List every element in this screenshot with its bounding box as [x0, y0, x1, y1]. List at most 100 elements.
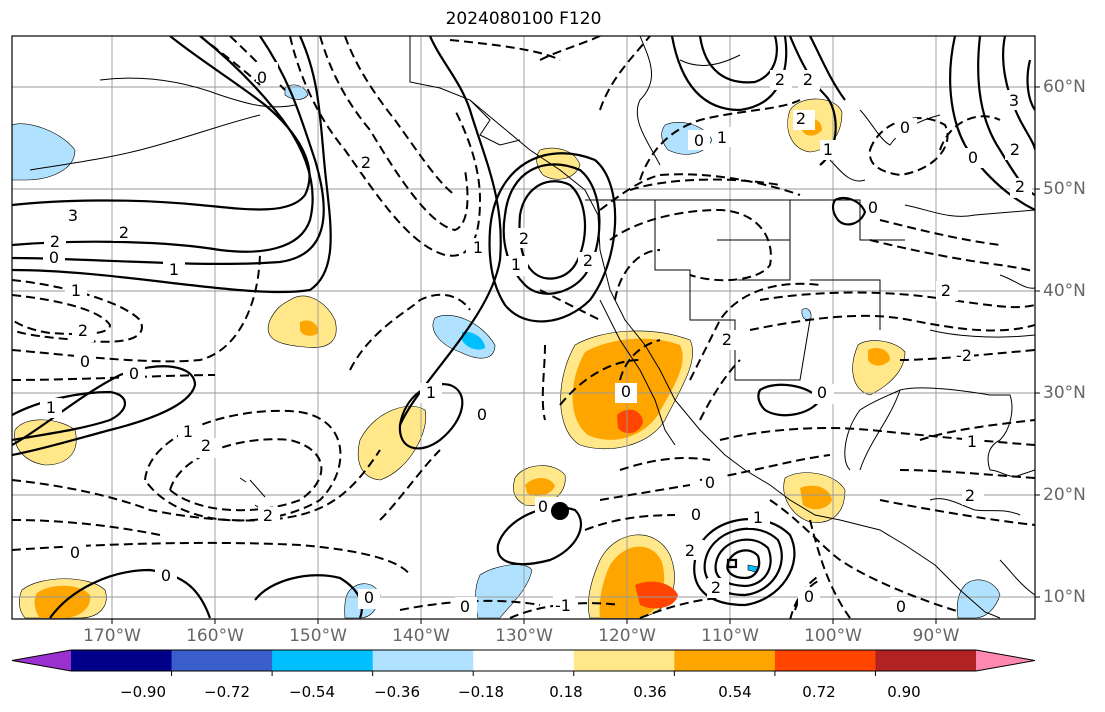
contour-label: 1: [717, 128, 727, 147]
colorbar-extend-low: [12, 650, 71, 671]
contour-label: 1: [183, 422, 193, 441]
lat-label-60n: 60°N: [1043, 77, 1086, 97]
colorbar-extend-high: [976, 650, 1035, 671]
anomaly-fill: [801, 308, 812, 320]
contour-label: 0: [705, 473, 715, 492]
contour-label: 2: [941, 281, 951, 300]
lon-label-170w: 170°W: [83, 626, 141, 646]
lon-label-100w: 100°W: [804, 626, 862, 646]
contour-label: 3: [68, 206, 78, 225]
contour-label: 2: [775, 70, 785, 89]
lat-label-20n: 20°N: [1043, 485, 1086, 505]
contour-label: 1: [426, 383, 436, 402]
contour-label: 1: [71, 281, 81, 300]
colorbar-tick-label: 0.36: [633, 683, 667, 701]
colorbar-segment: [71, 650, 173, 671]
anomaly-fill: [300, 320, 319, 336]
colorbar-segment: [573, 650, 675, 671]
contour-label: 0: [621, 382, 631, 401]
contour-label: 0: [896, 597, 906, 616]
contour-label: 1: [169, 260, 179, 279]
colorbar-tick-label: −0.54: [289, 683, 335, 701]
anomaly-fill: [462, 331, 485, 350]
contour-label: 2: [263, 506, 273, 525]
contour-label: 2: [796, 109, 806, 128]
colorbar-segment: [171, 650, 273, 671]
contour-label: 2: [685, 541, 695, 560]
anomaly-fill: [635, 581, 678, 609]
lat-label-40n: 40°N: [1043, 281, 1086, 301]
lat-label-10n: 10°N: [1043, 587, 1086, 607]
anomaly-fill: [525, 477, 555, 496]
lon-label-150w: 150°W: [289, 626, 347, 646]
lon-label-130w: 130°W: [495, 626, 553, 646]
contour-label: 1: [511, 255, 521, 274]
colorbar-tick-label: 0.72: [802, 683, 836, 701]
contour-label: 2: [803, 70, 813, 89]
contour-label: -1: [555, 596, 571, 615]
anomaly-fill: [852, 340, 906, 396]
contour-label: 0: [70, 543, 80, 562]
colorbar-tick-label: −0.36: [374, 683, 420, 701]
contour-label: 2: [50, 232, 60, 251]
lat-label-50n: 50°N: [1043, 179, 1086, 199]
colorbar: [11, 649, 1036, 676]
contour-label: 2: [965, 486, 975, 505]
lon-label-120w: 120°W: [598, 626, 656, 646]
contour-label: 1: [967, 432, 977, 451]
contour-label: -2: [956, 346, 972, 365]
anomaly-fill: [475, 564, 533, 619]
contour-label: 0: [49, 248, 59, 267]
axis-ticks: [111, 86, 1040, 624]
lat-label-30n: 30°N: [1043, 383, 1086, 403]
contour-label: 1: [46, 398, 56, 417]
contour-label: 0: [364, 588, 374, 607]
contour-label: 0: [538, 497, 548, 516]
lon-label-160w: 160°W: [186, 626, 244, 646]
anomaly-fill: [617, 409, 643, 434]
map-title: 2024080100 F120: [445, 9, 602, 29]
colorbar-tick-label: −0.18: [458, 683, 504, 701]
contour-label: 2: [201, 436, 211, 455]
colorbar-outline: [11, 649, 1036, 672]
contour-label: 0: [80, 352, 90, 371]
contour-label: 2: [583, 251, 593, 270]
anomaly-fill: [12, 123, 76, 181]
contour-label: 0: [460, 597, 470, 616]
contour-label: 2: [119, 223, 129, 242]
contour-label: 2: [519, 229, 529, 248]
contour-label: 1: [823, 140, 833, 159]
contour-label: 2: [78, 321, 88, 340]
graticule: [12, 36, 1035, 619]
contour-label: 2: [711, 578, 721, 597]
contour-label: 0: [477, 405, 487, 424]
negative-anomaly-fills: [12, 84, 1001, 619]
colorbar-tick-label: −0.72: [204, 683, 250, 701]
coastlines: [29, 36, 1035, 619]
contour-label: 0: [868, 198, 878, 217]
colorbar-segment: [372, 650, 474, 671]
colorbar-tick-label: 0.54: [718, 683, 752, 701]
contour-labels: 3 2 2 0 1 1 2 0 0 1 1 2 2 0 0 0 0 2 1 2 …: [40, 62, 1032, 617]
contour-label: 0: [968, 148, 978, 167]
contour-label: 3: [1009, 91, 1019, 110]
contour-label: 1: [473, 238, 483, 257]
contour-label: 2: [361, 153, 371, 172]
contour-label: 2: [1010, 140, 1020, 159]
colorbar-segment: [875, 650, 977, 671]
contour-label: 0: [161, 566, 171, 585]
contour-label: 2: [1015, 177, 1025, 196]
contour-label: 0: [257, 68, 267, 87]
contour-label: 1: [753, 508, 763, 527]
map-field: 3 2 2 0 1 1 2 0 0 1 1 2 2 0 0 0 0 2 1 2 …: [12, 36, 1035, 619]
contour-label: 0: [694, 131, 704, 150]
lon-label-140w: 140°W: [392, 626, 450, 646]
colorbar-segment: [774, 650, 876, 671]
storm-center-marker: [551, 502, 569, 520]
anomaly-fill: [357, 406, 427, 481]
contour-label: 0: [129, 364, 139, 383]
colorbar-tick-label: −0.90: [120, 683, 166, 701]
contour-label: 0: [804, 587, 814, 606]
colorbar-segment: [473, 650, 575, 671]
